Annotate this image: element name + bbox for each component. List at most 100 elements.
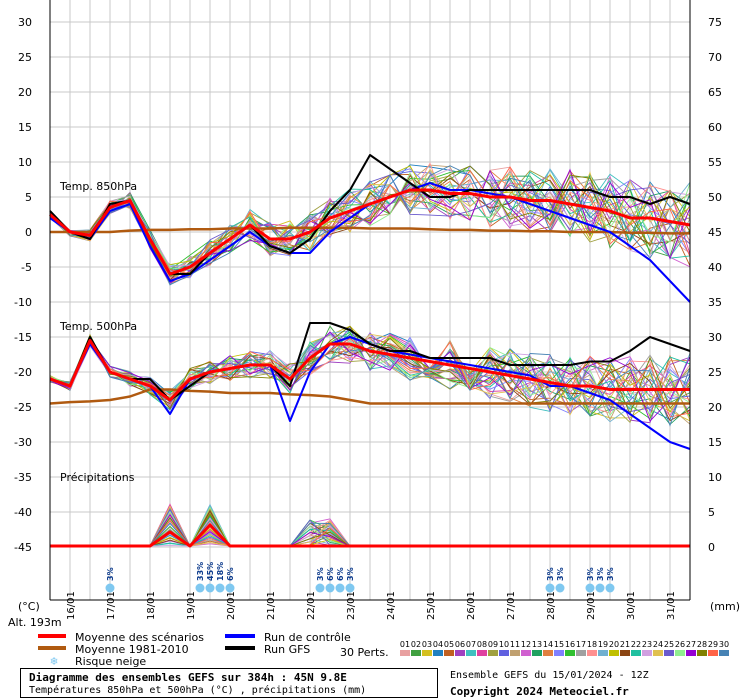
member-swatch: [576, 650, 586, 656]
left-tick-label: -5: [21, 261, 32, 274]
snow-risk-label: 18%: [216, 562, 225, 581]
snow-risk-marker: [595, 583, 605, 593]
series-850hPa-moyenne-des-sc-narios: [49, 188, 691, 276]
member-line-850: [49, 168, 691, 284]
member-number: 14: [543, 640, 553, 649]
member-swatch: [477, 650, 487, 656]
right-tick-label: 10: [708, 471, 722, 484]
left-tick-label: 10: [18, 156, 32, 169]
snow-risk-label: 3%: [586, 567, 595, 581]
member-swatch: [587, 650, 597, 656]
snow-risk-marker: [605, 583, 615, 593]
snow-risk-label: 33%: [196, 562, 205, 581]
member-swatch: [510, 650, 520, 656]
member-number: 03: [422, 640, 432, 649]
left-tick-label: -45: [14, 541, 32, 554]
left-tick-label: 25: [18, 51, 32, 64]
date-label: 26/01: [466, 591, 477, 620]
snow-risk-label: 3%: [316, 567, 325, 581]
snow-risk-marker: [335, 583, 345, 593]
member-swatch: [444, 650, 454, 656]
member-swatch: [521, 650, 531, 656]
series-precip_mm-moyenne-des-sc-narios: [50, 523, 690, 548]
member-number: 06: [455, 640, 465, 649]
altitude-label: Alt. 193m: [8, 616, 62, 629]
right-tick-label: 55: [708, 156, 722, 169]
date-label: 29/01: [586, 591, 597, 620]
member-number: 21: [620, 640, 630, 649]
member-swatch: [532, 650, 542, 656]
member-number: 13: [532, 640, 542, 649]
snow-risk-label: 6%: [226, 567, 235, 581]
date-label: 19/01: [186, 591, 197, 620]
member-swatch: [675, 650, 685, 656]
member-number: 02: [411, 640, 421, 649]
right-tick-label: 35: [708, 296, 722, 309]
snow-risk-marker: [555, 583, 565, 593]
left-tick-label: -35: [14, 471, 32, 484]
member-number: 04: [433, 640, 443, 649]
right-tick-label: 70: [708, 51, 722, 64]
snow-risk-label: 3%: [106, 567, 115, 581]
series-layer: [49, 154, 691, 548]
member-legend: 01 02 03 04 05 06 07 08 09 10 11 12 13 14 15 16 17 18 19 20…: [400, 640, 729, 656]
snow-risk-label: 3%: [346, 567, 355, 581]
snow-risk-label: 3%: [556, 567, 565, 581]
left-tick-label: -10: [14, 296, 32, 309]
legend-gfs: Run GFS: [264, 643, 310, 656]
copyright: Copyright 2024 Meteociel.fr: [450, 685, 629, 698]
left-tick-label: 30: [18, 16, 32, 29]
member-swatch: [609, 650, 619, 656]
member-number: 01: [400, 640, 410, 649]
left-tick-label: 20: [18, 86, 32, 99]
left-tick-label: 15: [18, 121, 32, 134]
member-swatch: [411, 650, 421, 656]
snow-risk-layer: 3% 33% 45% 18% 6% 3% 6% 6% 3% 3% 3% 3% 3% 3%: [105, 562, 615, 593]
right-tick-label: 5: [708, 506, 715, 519]
snowflake-icon: ❄: [50, 654, 57, 668]
right-tick-label: 25: [708, 366, 722, 379]
member-swatch: [543, 650, 553, 656]
member-swatch: [598, 650, 608, 656]
section-label-t850: Temp. 850hPa: [59, 180, 137, 193]
left-tick-label: -30: [14, 436, 32, 449]
snow-risk-label: 6%: [326, 567, 335, 581]
member-swatch: [642, 650, 652, 656]
legend-clim: Moyenne 1981-2010: [75, 643, 189, 656]
run-source: Ensemble GEFS du 15/01/2024 - 12Z: [450, 670, 649, 681]
series-500hPa-run-gfs: [49, 322, 691, 401]
member-line-850: [49, 171, 691, 270]
member-number: 26: [675, 640, 685, 649]
member-number: 23: [642, 640, 652, 649]
member-number: 22: [631, 640, 641, 649]
member-number: 30: [719, 640, 729, 649]
member-line-850: [49, 165, 691, 277]
date-label: 31/01: [666, 591, 677, 620]
right-axis-unit: (mm): [710, 600, 740, 613]
section-label-t500: Temp. 500hPa: [59, 320, 137, 333]
member-swatch: [565, 650, 575, 656]
date-label: 30/01: [626, 591, 637, 620]
member-line-500: [49, 338, 691, 418]
date-label: 28/01: [546, 591, 557, 620]
member-swatch: [400, 650, 410, 656]
member-swatch: [631, 650, 641, 656]
member-swatch: [664, 650, 674, 656]
member-number: 15: [554, 640, 564, 649]
right-tick-label: 30: [708, 331, 722, 344]
date-label: 17/01: [106, 591, 117, 620]
member-swatch: [455, 650, 465, 656]
date-label: 21/01: [266, 591, 277, 620]
legend-swatch-mean: [38, 634, 66, 638]
member-number: 07: [466, 640, 476, 649]
chart-title: Diagramme des ensembles GEFS sur 384h : …: [29, 671, 347, 684]
snow-risk-marker: [195, 583, 205, 593]
member-swatch: [697, 650, 707, 656]
date-label: 27/01: [506, 591, 517, 620]
left-tick-label: 5: [25, 191, 32, 204]
legend-swatch-control: [225, 634, 255, 638]
left-tick-label: -20: [14, 366, 32, 379]
snow-risk-label: 6%: [336, 567, 345, 581]
member-swatch: [686, 650, 696, 656]
left-tick-label: -15: [14, 331, 32, 344]
